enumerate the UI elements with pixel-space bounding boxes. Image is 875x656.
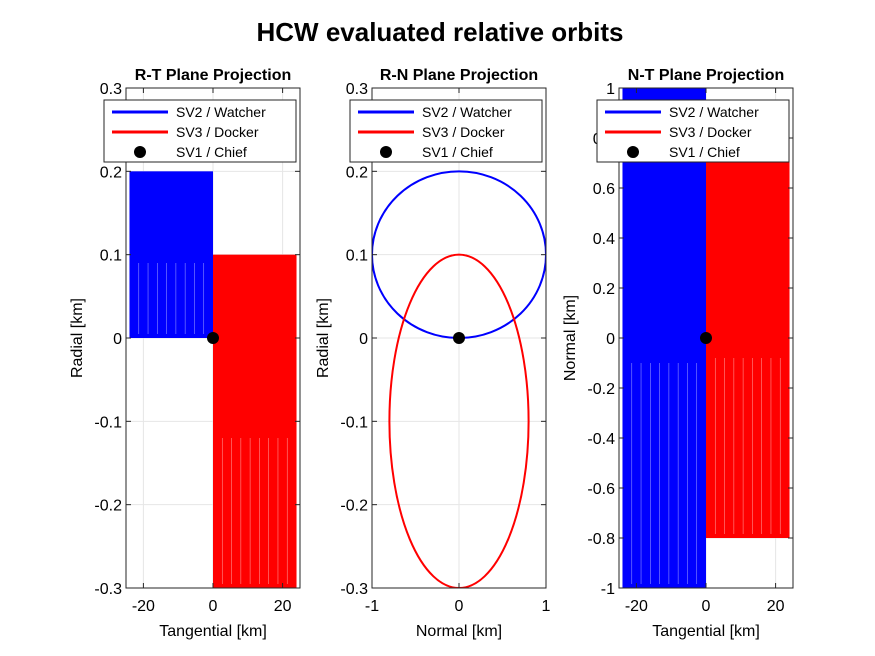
subplot-title: R-N Plane Projection [380,67,538,84]
y-tick-label: 0 [113,331,122,348]
y-tick-label: -0.8 [587,531,615,548]
data-layer [622,88,790,588]
legend: SV2 / Watcher SV3 / Docker SV1 / Chief [596,99,790,163]
x-tick-label: -20 [625,598,648,615]
figure-title: HCW evaluated relative orbits [257,17,624,47]
x-axis-label: Normal [km] [416,623,502,640]
series-point-sv1-chief [453,332,465,344]
y-tick-label: 0.6 [593,181,615,198]
legend-marker [380,146,392,158]
y-axis-label: Normal [km] [562,295,579,381]
y-tick-label: -0.4 [587,431,615,448]
legend-label: SV3 / Docker [176,124,259,140]
legend: SV2 / Watcher SV3 / Docker SV1 / Chief [103,99,297,163]
subplot-nt: -20020-1-0.8-0.6-0.4-0.200.20.40.60.81N-… [562,67,794,640]
x-axis-label: Tangential [km] [159,623,267,640]
y-tick-label: 0.1 [100,248,122,265]
y-tick-label: 0.2 [346,164,368,181]
subplot-rn: -1 0 1 -0.3 -0.2 -0.1 0 0.1 0.2 0.3 R-N Plane Proj… [315,67,551,640]
y-tick-label: 0.3 [346,81,368,98]
y-tick-label: 0.3 [100,81,122,98]
x-tick-label: 0 [209,598,218,615]
legend-label: SV1 / Chief [176,144,247,160]
legend-label: SV3 / Docker [422,124,505,140]
legend-label: SV2 / Watcher [422,104,512,120]
subplot-title: R-T Plane Projection [135,67,291,84]
y-tick-label: -0.2 [587,381,615,398]
legend-label: SV1 / Chief [669,144,740,160]
data-layer [129,171,297,588]
y-tick-label: 0.2 [593,281,615,298]
y-tick-label: -0.1 [94,414,122,431]
series-point-sv1-chief [700,332,712,344]
legend-marker [627,146,639,158]
y-tick-label: -0.2 [94,498,122,515]
y-tick-label: -0.3 [340,581,368,598]
y-tick-label: -0.3 [94,581,122,598]
subplot-rt: -20 0 20 -0.3 -0.2 -0.1 0 0.1 0.2 0.3 R-T Plane Pr… [69,67,301,640]
series-band-sv3-docker [213,254,297,588]
legend-label: SV1 / Chief [422,144,493,160]
x-tick-label: 1 [542,598,551,615]
legend-label: SV3 / Docker [669,124,752,140]
series-band-sv3-docker [706,138,790,538]
x-tick-label: -20 [132,598,155,615]
y-tick-label: -1 [601,581,615,598]
series-point-sv1-chief [207,332,219,344]
subplot-title: N-T Plane Projection [628,67,784,84]
legend-label: SV2 / Watcher [176,104,266,120]
y-tick-label: 0 [606,331,615,348]
x-tick-label: 20 [274,598,292,615]
y-tick-label: 1 [606,81,615,98]
y-tick-label: -0.1 [340,414,368,431]
x-tick-label: 0 [702,598,711,615]
series-band-sv2-watcher [622,88,706,588]
y-tick-label: -0.2 [340,498,368,515]
y-axis-label: Radial [km] [69,298,86,378]
x-tick-label: -1 [365,598,379,615]
series-orbit-sv3-docker [388,253,530,588]
legend-label: SV2 / Watcher [669,104,759,120]
series-band-sv2-watcher [129,171,213,338]
y-axis-label: Radial [km] [315,298,332,378]
legend-marker [134,146,146,158]
x-axis-label: Tangential [km] [652,623,760,640]
x-tick-label: 0 [455,598,464,615]
y-tick-label: 0.2 [100,164,122,181]
y-tick-label: 0.1 [346,248,368,265]
x-tick-label: 20 [767,598,785,615]
y-tick-label: -0.6 [587,481,615,498]
subplots-group: -20 0 20 -0.3 -0.2 -0.1 0 0.1 0.2 0.3 R-T Plane Pr… [69,67,794,640]
legend: SV2 / Watcher SV3 / Docker SV1 / Chief [349,99,543,163]
y-tick-label: 0 [359,331,368,348]
y-tick-label: 0.4 [593,231,615,248]
